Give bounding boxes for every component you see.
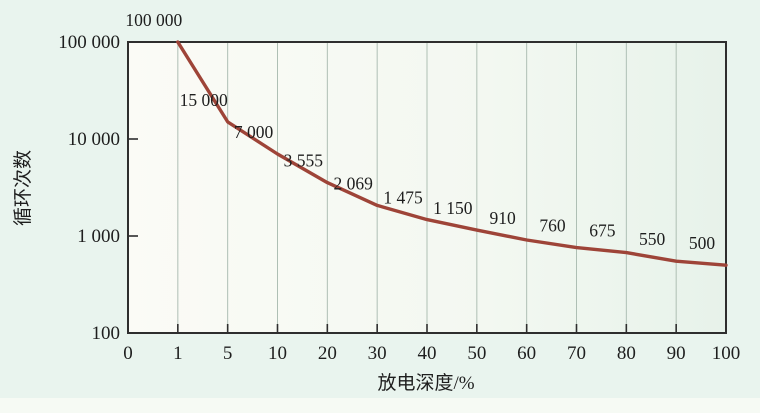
data-point-label: 7 000 (234, 122, 274, 142)
data-point-label: 3 555 (284, 151, 324, 171)
data-point-label: 910 (490, 208, 517, 228)
x-tick-label: 1 (173, 343, 183, 364)
x-tick-label: 70 (567, 343, 586, 364)
x-tick-label: 0 (123, 343, 133, 364)
x-tick-label: 50 (467, 343, 486, 364)
data-point-label: 760 (539, 216, 566, 236)
data-point-label: 1 150 (433, 198, 473, 218)
y-axis-title: 循环次数 (12, 150, 34, 226)
page-edge-strip (0, 398, 760, 413)
data-point-label: 100 000 (125, 10, 182, 30)
x-tick-label: 20 (318, 343, 337, 364)
data-point-label: 2 069 (333, 173, 373, 193)
y-tick-label: 1 000 (77, 226, 120, 247)
x-tick-label: 10 (268, 343, 287, 364)
y-tick-label: 100 (92, 323, 121, 344)
x-tick-label: 80 (617, 343, 636, 364)
data-point-label: 675 (589, 221, 616, 241)
y-tick-label: 10 000 (68, 129, 120, 150)
data-point-label: 500 (689, 233, 716, 253)
x-tick-label: 90 (667, 343, 686, 364)
cycle-life-curve (176, 40, 728, 267)
x-tick-label: 100 (712, 343, 741, 364)
data-point-label: 1 475 (383, 188, 423, 208)
data-point-label: 15 000 (180, 90, 228, 110)
x-axis-title: 放电深度/% (377, 372, 474, 394)
x-tick-label: 60 (517, 343, 536, 364)
x-tick-label: 30 (368, 343, 387, 364)
y-tick-label: 100 000 (58, 32, 120, 53)
data-point-label: 550 (639, 229, 666, 249)
plot-border (127, 41, 727, 334)
x-tick-label: 40 (418, 343, 437, 364)
x-tick-label: 5 (223, 343, 233, 364)
